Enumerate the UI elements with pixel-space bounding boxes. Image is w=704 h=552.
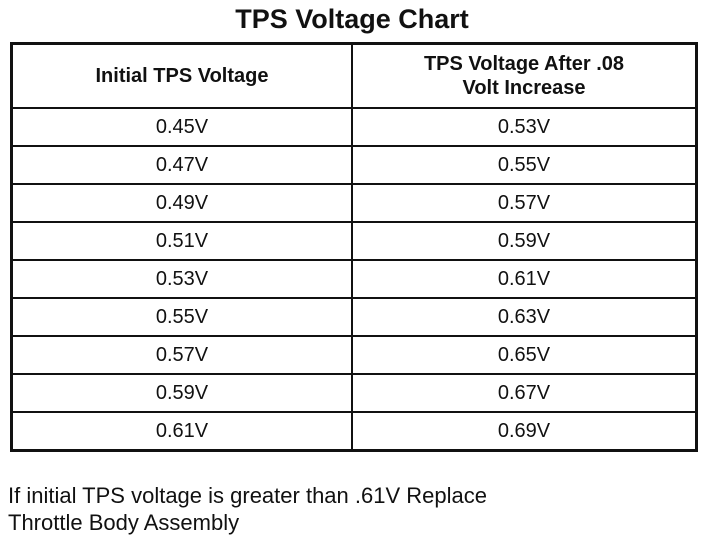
initial-voltage-cell: 0.51V xyxy=(10,221,353,261)
footnote: If initial TPS voltage is greater than .… xyxy=(8,482,487,536)
initial-voltage-cell: 0.45V xyxy=(10,107,353,147)
header-after-increase-text: TPS Voltage After .08 Volt Increase xyxy=(423,53,625,99)
after-increase-cell: 0.69V xyxy=(351,411,698,452)
after-increase-cell: 0.63V xyxy=(351,297,698,337)
initial-voltage-cell: 0.49V xyxy=(10,183,353,223)
table-row: 0.55V 0.63V xyxy=(10,297,698,337)
initial-voltage-cell: 0.55V xyxy=(10,297,353,337)
initial-voltage-cell: 0.53V xyxy=(10,259,353,299)
table-row: 0.47V 0.55V xyxy=(10,145,698,185)
after-increase-cell: 0.65V xyxy=(351,335,698,375)
header-after-increase: TPS Voltage After .08 Volt Increase xyxy=(351,42,698,109)
table-row: 0.51V 0.59V xyxy=(10,221,698,261)
after-increase-cell: 0.57V xyxy=(351,183,698,223)
after-increase-cell: 0.53V xyxy=(351,107,698,147)
header-row: Initial TPS Voltage TPS Voltage After .0… xyxy=(10,42,698,109)
after-increase-cell: 0.67V xyxy=(351,373,698,413)
initial-voltage-cell: 0.59V xyxy=(10,373,353,413)
initial-voltage-cell: 0.57V xyxy=(10,335,353,375)
table-row: 0.59V 0.67V xyxy=(10,373,698,413)
chart-title: TPS Voltage Chart xyxy=(235,4,469,34)
after-increase-cell: 0.59V xyxy=(351,221,698,261)
header-initial-voltage: Initial TPS Voltage xyxy=(10,42,353,109)
after-increase-cell: 0.55V xyxy=(351,145,698,185)
initial-voltage-cell: 0.61V xyxy=(10,411,353,452)
initial-voltage-cell: 0.47V xyxy=(10,145,353,185)
footnote-line-2: Throttle Body Assembly xyxy=(8,510,240,535)
after-increase-cell: 0.61V xyxy=(351,259,698,299)
tps-voltage-table: Initial TPS Voltage TPS Voltage After .0… xyxy=(10,42,698,452)
table-row: 0.49V 0.57V xyxy=(10,183,698,223)
table-row: 0.61V 0.69V xyxy=(10,411,698,452)
table-row: 0.57V 0.65V xyxy=(10,335,698,375)
table-row: 0.53V 0.61V xyxy=(10,259,698,299)
table-row: 0.45V 0.53V xyxy=(10,107,698,147)
footnote-line-1: If initial TPS voltage is greater than .… xyxy=(8,483,487,508)
